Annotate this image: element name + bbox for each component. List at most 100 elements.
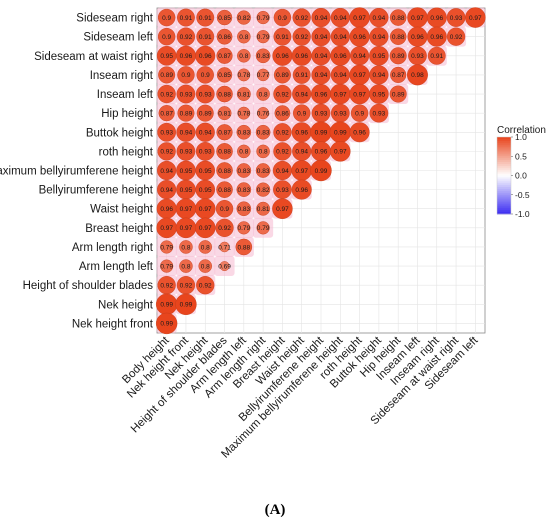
correlation-circle <box>216 143 233 160</box>
correlation-value-label: 0.99 <box>315 168 328 175</box>
legend-color-step <box>497 160 511 163</box>
correlation-value-label: 0.95 <box>160 53 173 60</box>
correlation-circle <box>389 9 407 26</box>
correlation-value-label: 0.88 <box>218 91 231 98</box>
correlation-circle <box>216 124 233 141</box>
legend-color-step <box>497 173 511 176</box>
correlation-value-label: 0.97 <box>180 225 193 232</box>
correlation-value-label: 0.83 <box>237 130 250 137</box>
correlation-value-label: 0.93 <box>180 91 193 98</box>
correlation-circle <box>216 67 233 83</box>
correlation-circle <box>237 68 251 82</box>
correlation-circle <box>158 66 176 84</box>
correlation-circle <box>175 293 197 315</box>
correlation-circle <box>256 144 270 159</box>
correlation-value-label: 0.96 <box>295 53 308 60</box>
correlation-value-label: 0.92 <box>295 34 308 41</box>
correlation-value-label: 0.9 <box>355 110 364 117</box>
correlation-value-label: 0.92 <box>276 130 289 137</box>
correlation-circle <box>274 105 291 122</box>
row-label: Sideseam left <box>83 32 153 44</box>
correlation-circle <box>369 27 389 47</box>
correlation-value-label: 0.89 <box>276 72 289 79</box>
correlation-value-label: 0.87 <box>160 110 173 117</box>
legend-color-step <box>497 204 511 207</box>
correlation-circle <box>236 201 252 217</box>
correlation-value-label: 0.96 <box>199 53 212 60</box>
legend-color-step <box>497 210 511 213</box>
correlation-circle <box>389 47 407 65</box>
correlation-value-label: 0.82 <box>257 187 270 194</box>
correlation-value-label: 0.99 <box>160 321 173 328</box>
legend-color-step <box>497 175 511 178</box>
correlation-value-label: 0.94 <box>353 53 366 60</box>
correlation-circle <box>236 87 251 101</box>
correlation-value-label: 0.8 <box>239 149 248 156</box>
correlation-value-label: 0.92 <box>218 225 231 232</box>
correlation-value-label: 0.96 <box>276 53 289 60</box>
correlation-circle <box>255 182 271 197</box>
correlation-value-label: 0.81 <box>218 110 231 117</box>
correlation-circle <box>256 87 270 101</box>
correlation-value-label: 0.94 <box>334 34 347 41</box>
correlation-value-label: 0.92 <box>180 34 193 41</box>
correlation-value-label: 0.87 <box>392 72 405 79</box>
legend-color-step <box>497 150 511 153</box>
legend-tick-label: -0.5 <box>515 190 530 200</box>
correlation-circle <box>195 45 216 66</box>
correlation-value-label: 0.8 <box>259 149 268 156</box>
correlation-value-label: 0.95 <box>199 187 212 194</box>
correlation-circle <box>157 122 176 142</box>
correlation-circle <box>237 29 251 44</box>
correlation-value-label: 0.94 <box>373 34 386 41</box>
legend-color-step <box>497 171 511 174</box>
correlation-circle <box>369 84 389 104</box>
correlation-value-label: 0.94 <box>276 168 289 175</box>
correlation-value-label: 0.86 <box>276 110 289 117</box>
legend-color-step <box>497 206 511 209</box>
correlation-circle <box>256 30 270 44</box>
row-label: Sideseam right <box>76 13 154 25</box>
correlation-value-label: 0.79 <box>257 34 270 41</box>
correlation-value-label: 0.9 <box>162 34 171 41</box>
correlation-value-label: 0.93 <box>334 110 347 117</box>
correlation-circle <box>292 66 311 84</box>
correlation-circle <box>407 64 428 86</box>
legend-color-step <box>497 196 511 199</box>
correlation-value-label: 0.96 <box>430 34 443 41</box>
correlation-value-label: 0.92 <box>276 149 289 156</box>
correlation-circle <box>179 240 193 254</box>
correlation-value-label: 0.96 <box>160 206 173 213</box>
correlation-value-label: 0.94 <box>315 53 328 60</box>
correlation-circle <box>237 49 251 63</box>
legend-tick-label: -1.0 <box>515 209 530 219</box>
correlation-value-label: 0.9 <box>162 15 171 22</box>
correlation-value-label: 0.91 <box>430 53 443 60</box>
correlation-circle <box>256 201 271 216</box>
correlation-value-label: 0.96 <box>295 187 308 194</box>
correlation-circle <box>195 122 215 142</box>
correlation-value-label: 0.79 <box>237 225 250 232</box>
row-label: Height of shoulder blades <box>23 280 154 292</box>
correlation-value-label: 0.81 <box>257 206 270 213</box>
legend-title: Correlation <box>497 125 546 136</box>
legend-color-step <box>497 185 511 188</box>
row-label: roth height <box>99 146 154 158</box>
correlation-value-label: 0.81 <box>237 91 250 98</box>
correlation-circle <box>176 27 196 46</box>
correlation-circle <box>369 8 389 28</box>
row-label: Sideseam at waist right <box>34 51 154 63</box>
correlation-circle <box>311 27 331 47</box>
correlation-value-label: 0.97 <box>353 72 366 79</box>
row-label: Arm length right <box>72 242 154 254</box>
correlation-circle <box>179 259 193 273</box>
correlation-circle <box>369 65 389 85</box>
legend-color-step <box>497 144 511 148</box>
legend-color-step <box>497 146 511 149</box>
correlation-circle <box>256 221 270 235</box>
correlation-circle <box>292 8 311 27</box>
correlation-circle <box>272 198 293 219</box>
legend-tick-label: 1.0 <box>515 132 527 142</box>
correlation-value-label: 0.96 <box>430 15 443 22</box>
